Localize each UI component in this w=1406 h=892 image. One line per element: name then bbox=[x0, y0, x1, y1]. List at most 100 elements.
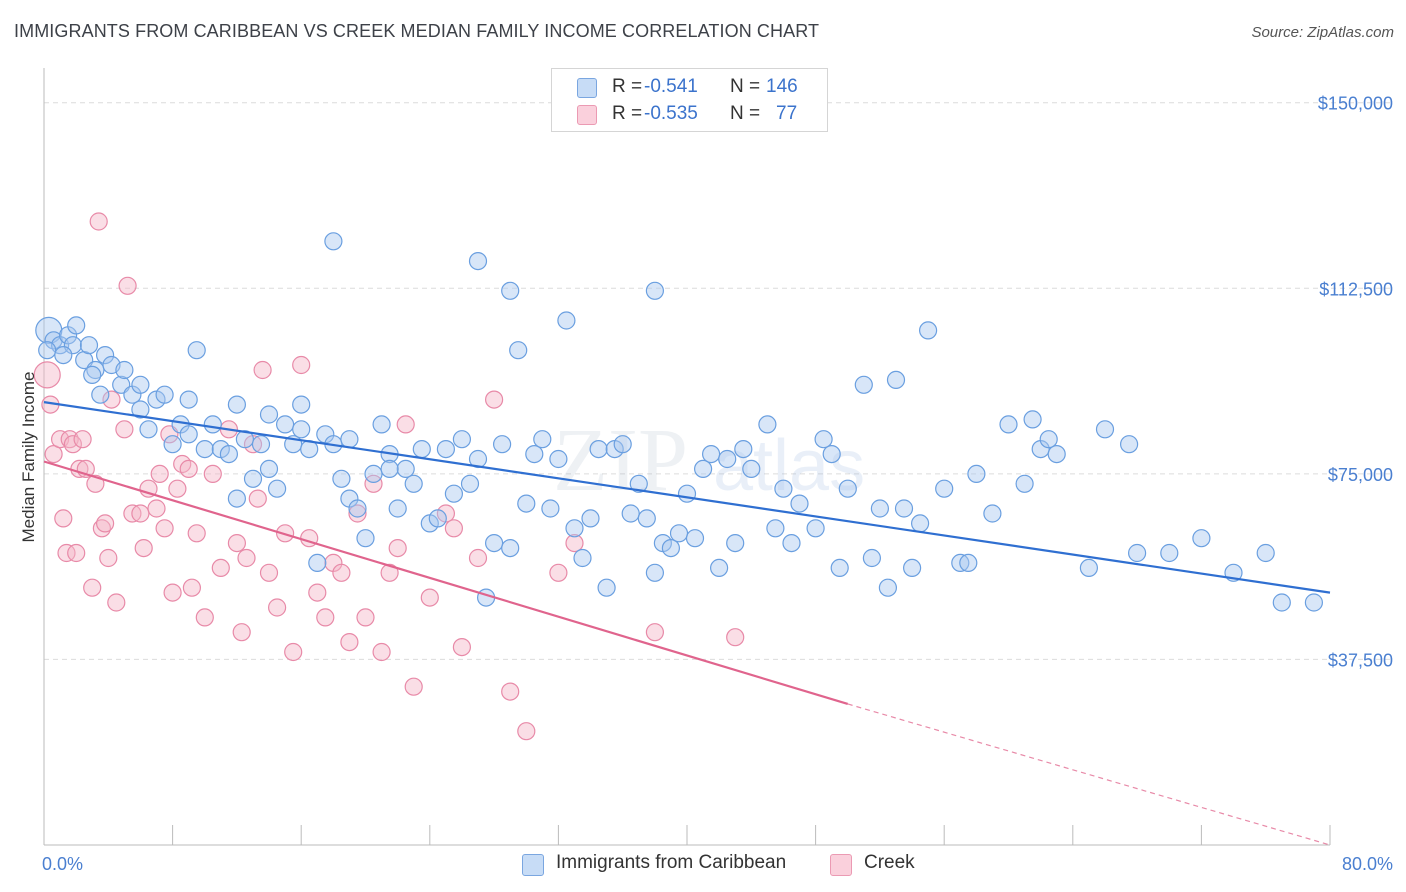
data-point bbox=[565, 533, 584, 553]
data-point bbox=[774, 479, 793, 498]
data-point bbox=[854, 375, 873, 394]
data-point bbox=[814, 430, 833, 449]
data-point bbox=[150, 464, 169, 483]
data-point bbox=[1127, 543, 1147, 563]
data-point bbox=[187, 341, 206, 360]
data-point bbox=[292, 395, 311, 414]
data-point bbox=[95, 346, 115, 365]
data-point bbox=[444, 519, 463, 538]
bottom-legend-label: Immigrants from Caribbean bbox=[556, 852, 787, 873]
data-point bbox=[324, 232, 343, 251]
data-point bbox=[38, 341, 57, 360]
data-point bbox=[259, 405, 279, 424]
data-point bbox=[168, 479, 187, 498]
bottom-swatch-creek bbox=[830, 854, 852, 876]
legend-n-label: N = bbox=[730, 76, 761, 97]
legend-r-value: -0.541 bbox=[644, 76, 698, 97]
data-point bbox=[1015, 474, 1034, 493]
data-point bbox=[726, 533, 745, 553]
data-point bbox=[33, 361, 61, 389]
data-point bbox=[79, 336, 99, 355]
data-point bbox=[187, 524, 206, 543]
data-point bbox=[44, 445, 63, 464]
data-point bbox=[83, 365, 102, 384]
data-point bbox=[541, 499, 560, 518]
legend-row-creek: R = -0.535 N = 77 bbox=[552, 101, 827, 127]
data-point bbox=[380, 459, 399, 478]
data-point bbox=[1095, 420, 1115, 439]
data-point bbox=[60, 430, 79, 449]
data-point bbox=[533, 430, 552, 449]
data-point bbox=[902, 558, 922, 578]
data-point bbox=[766, 519, 785, 538]
data-point bbox=[1304, 593, 1324, 612]
data-point bbox=[219, 445, 238, 464]
data-point bbox=[163, 435, 182, 454]
data-point bbox=[838, 479, 857, 498]
data-point bbox=[862, 548, 882, 568]
data-point bbox=[557, 311, 576, 330]
data-point bbox=[870, 499, 890, 518]
data-point bbox=[364, 474, 383, 493]
trend-lines bbox=[43, 401, 1331, 846]
data-point bbox=[581, 509, 600, 528]
creek-points bbox=[33, 212, 745, 741]
data-point bbox=[388, 538, 407, 558]
legend-n-value: 146 bbox=[766, 76, 798, 97]
data-point bbox=[501, 538, 520, 558]
data-point bbox=[1256, 543, 1275, 563]
bottom-swatch-caribbean bbox=[522, 854, 544, 876]
data-point bbox=[412, 440, 431, 459]
data-point bbox=[918, 321, 938, 340]
data-point bbox=[179, 390, 198, 409]
data-point bbox=[179, 459, 198, 478]
data-point bbox=[589, 440, 608, 459]
data-point bbox=[452, 637, 471, 657]
data-point bbox=[959, 553, 978, 573]
data-point bbox=[332, 563, 351, 582]
data-point bbox=[292, 420, 311, 439]
data-point bbox=[155, 519, 174, 538]
data-point bbox=[248, 489, 267, 508]
data-point bbox=[251, 435, 271, 454]
data-point bbox=[396, 415, 415, 434]
data-point bbox=[420, 588, 439, 607]
data-point bbox=[822, 445, 841, 464]
data-point bbox=[268, 598, 287, 617]
data-point bbox=[92, 519, 112, 538]
data-point bbox=[509, 341, 528, 360]
data-point bbox=[73, 430, 92, 449]
data-point bbox=[131, 400, 150, 419]
data-point bbox=[147, 499, 166, 518]
data-point bbox=[517, 494, 536, 513]
data-point bbox=[782, 533, 801, 553]
data-point bbox=[115, 420, 134, 439]
x-max-label: 80.0% bbox=[1342, 854, 1393, 874]
data-point bbox=[758, 415, 777, 434]
data-point bbox=[227, 395, 246, 414]
data-point bbox=[99, 548, 118, 568]
data-point bbox=[645, 281, 665, 300]
data-point bbox=[701, 445, 721, 464]
data-point bbox=[134, 538, 153, 558]
data-point bbox=[661, 538, 681, 558]
data-point bbox=[380, 563, 399, 582]
data-point bbox=[292, 355, 311, 375]
data-point bbox=[645, 623, 665, 642]
axes bbox=[43, 68, 1331, 846]
data-point bbox=[243, 469, 263, 488]
data-point bbox=[396, 459, 415, 478]
x-min-label: 0.0% bbox=[42, 854, 83, 874]
data-point bbox=[1160, 543, 1179, 563]
data-point bbox=[63, 435, 83, 454]
data-point bbox=[227, 489, 246, 508]
data-point bbox=[203, 464, 222, 483]
legend-row-caribbean: R = -0.541 N = 146 bbox=[552, 74, 827, 100]
y-tick-labels: $150,000 $112,500 $75,000 $37,500 bbox=[1318, 94, 1393, 671]
data-point bbox=[685, 529, 705, 548]
data-point bbox=[718, 449, 737, 469]
data-point bbox=[139, 479, 158, 498]
data-point bbox=[332, 469, 351, 488]
source-credit: Source: ZipAtlas.com bbox=[1251, 24, 1394, 41]
data-point bbox=[131, 504, 150, 523]
